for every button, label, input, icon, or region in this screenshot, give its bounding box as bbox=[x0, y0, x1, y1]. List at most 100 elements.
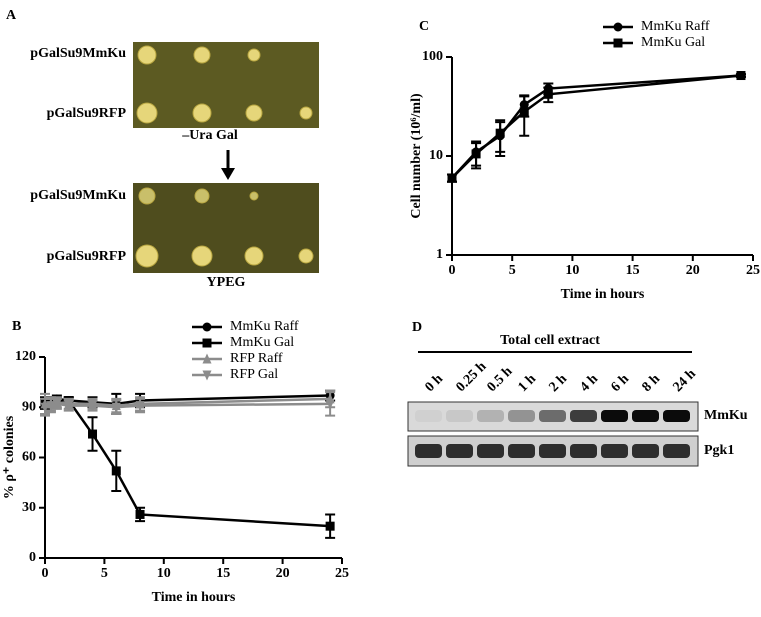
band bbox=[477, 410, 504, 422]
legend-marker bbox=[202, 353, 212, 364]
colony bbox=[247, 48, 261, 62]
x-tick-label: 0 bbox=[42, 566, 49, 581]
strain-label: pGalSu9MmKu bbox=[30, 46, 126, 61]
lane-label: 4 h bbox=[577, 371, 601, 395]
legend-label: MmKu Raff bbox=[230, 319, 299, 334]
x-tick-label: 20 bbox=[276, 566, 290, 581]
x-tick-label: 20 bbox=[686, 263, 700, 278]
x-axis-label: Time in hours bbox=[152, 590, 236, 605]
band bbox=[415, 444, 442, 458]
marker bbox=[447, 173, 457, 183]
x-tick-label: 5 bbox=[509, 263, 516, 278]
band bbox=[632, 444, 659, 458]
band bbox=[508, 444, 535, 458]
marker bbox=[471, 149, 481, 159]
marker bbox=[325, 399, 335, 410]
plate-image bbox=[133, 42, 319, 128]
lane-label: 0 h bbox=[422, 371, 446, 395]
band bbox=[570, 444, 597, 458]
chart: B 0 30 60 90 120 0 5 10 15 20 25 Time in hours % ρ⁺ c… bbox=[2, 319, 349, 605]
y-tick-label: 0 bbox=[29, 550, 36, 565]
lane-label: 24 h bbox=[670, 366, 699, 395]
panel-d: D Total cell extract MmKu Pgk1 0 h 0.25 h… bbox=[407, 320, 748, 467]
blot-label: Pgk1 bbox=[704, 443, 734, 458]
legend-marker bbox=[202, 322, 212, 332]
colony bbox=[191, 245, 213, 267]
lane-label: 2 h bbox=[546, 371, 570, 395]
x-tick-label: 25 bbox=[335, 566, 349, 581]
marker bbox=[88, 401, 98, 412]
colony bbox=[136, 102, 158, 124]
strain-label: pGalSu9RFP bbox=[47, 106, 127, 121]
y-tick-label: 60 bbox=[22, 450, 36, 465]
lane-label: 1 h bbox=[515, 371, 539, 395]
band bbox=[508, 410, 535, 422]
band bbox=[601, 410, 628, 422]
legend-label: RFP Raff bbox=[230, 351, 283, 366]
y-tick-label: 120 bbox=[15, 349, 36, 364]
chart: C 1 10 100 0 5 10 15 20 25 Time in hours Cell numbe… bbox=[409, 19, 760, 302]
strain-label: pGalSu9RFP bbox=[47, 249, 127, 264]
colony bbox=[138, 187, 156, 205]
y-tick-label: 10 bbox=[429, 148, 443, 163]
colony bbox=[137, 45, 157, 65]
colony bbox=[244, 246, 264, 266]
band bbox=[446, 410, 473, 422]
x-tick-label: 15 bbox=[216, 566, 230, 581]
marker bbox=[46, 401, 56, 412]
legend-marker bbox=[613, 38, 623, 48]
panel-a: A pGalSu9MmKu pGalSu9RFP –Ura Gal pGalSu… bbox=[6, 8, 319, 290]
legend-marker bbox=[613, 22, 623, 32]
plate-image bbox=[133, 183, 319, 273]
x-tick-label: 5 bbox=[101, 566, 108, 581]
band bbox=[539, 444, 566, 458]
marker bbox=[88, 429, 98, 439]
marker bbox=[52, 399, 62, 410]
x-tick-label: 10 bbox=[157, 566, 171, 581]
legend-label: MmKu Gal bbox=[230, 335, 294, 350]
marker bbox=[495, 128, 505, 138]
band bbox=[663, 444, 690, 458]
marker bbox=[543, 89, 553, 99]
series-line bbox=[44, 402, 331, 409]
marker bbox=[40, 402, 50, 413]
colony bbox=[135, 244, 159, 268]
band bbox=[539, 410, 566, 422]
y-tick-label: 90 bbox=[22, 399, 36, 414]
series-line bbox=[451, 74, 742, 179]
x-tick-label: 10 bbox=[565, 263, 579, 278]
colony bbox=[194, 188, 210, 204]
band bbox=[415, 410, 442, 422]
band bbox=[632, 410, 659, 422]
band bbox=[446, 444, 473, 458]
legend-label: MmKu Gal bbox=[641, 35, 705, 50]
lane-label: 0.5 h bbox=[484, 364, 515, 395]
medium-label: –Ura Gal bbox=[181, 128, 238, 143]
colony bbox=[245, 104, 263, 122]
blot-label: MmKu bbox=[704, 408, 748, 423]
series-line bbox=[451, 74, 742, 179]
y-axis-label: Cell number (10⁶/ml) bbox=[409, 93, 424, 219]
marker bbox=[325, 521, 335, 531]
lane-label: 8 h bbox=[639, 371, 663, 395]
marker bbox=[135, 509, 145, 519]
series-line bbox=[44, 399, 331, 528]
medium-label: YPEG bbox=[207, 275, 246, 290]
legend-marker bbox=[202, 338, 212, 348]
marker bbox=[135, 401, 145, 412]
band bbox=[570, 410, 597, 422]
marker bbox=[111, 402, 121, 413]
marker bbox=[519, 107, 529, 117]
panel-label: B bbox=[12, 319, 21, 334]
panel-label: D bbox=[412, 320, 422, 335]
colony bbox=[298, 248, 314, 264]
legend-marker bbox=[202, 370, 212, 381]
band bbox=[477, 444, 504, 458]
y-tick-label: 100 bbox=[422, 49, 443, 64]
strain-label: pGalSu9MmKu bbox=[30, 188, 126, 203]
x-axis-label: Time in hours bbox=[561, 287, 645, 302]
y-tick-label: 30 bbox=[22, 500, 36, 515]
marker bbox=[111, 466, 121, 476]
x-tick-label: 15 bbox=[626, 263, 640, 278]
